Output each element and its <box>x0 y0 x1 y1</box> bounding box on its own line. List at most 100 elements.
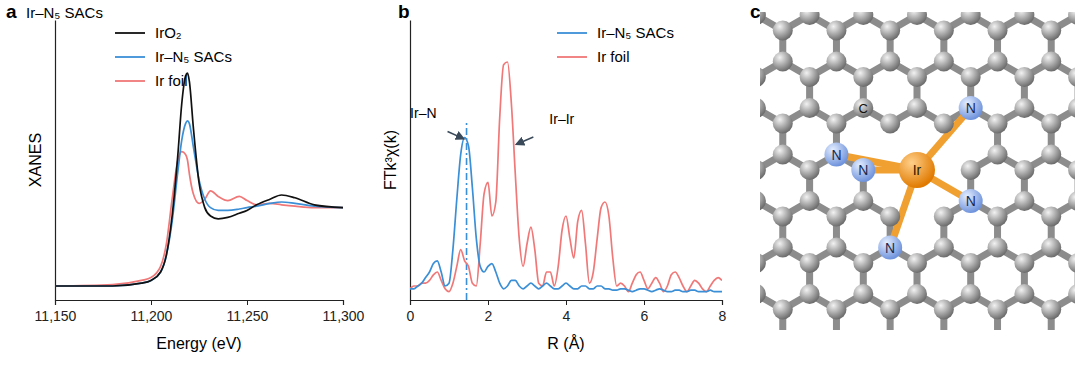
legend-swatch <box>115 32 145 34</box>
reference-line <box>466 120 468 300</box>
x-tick: 4 <box>563 300 571 324</box>
carbon-atom <box>773 238 793 258</box>
carbon-atom <box>773 300 793 320</box>
atom-label: Ir <box>913 162 922 178</box>
carbon-atom <box>1014 284 1034 304</box>
atom-label: C <box>859 101 868 116</box>
legend-entry: Ir foil <box>155 72 188 89</box>
annotation-text: Ir–Ir <box>549 111 574 127</box>
x-tick-label: 11,250 <box>227 308 269 324</box>
x-tick-label: 4 <box>563 308 571 324</box>
carbon-atom <box>853 98 873 118</box>
carbon-atom <box>880 114 900 134</box>
carbon-atom <box>880 21 900 41</box>
carbon-atom <box>880 52 900 72</box>
carbon-atom <box>934 21 954 41</box>
carbon-atom <box>934 238 954 258</box>
carbon-atom <box>800 191 820 211</box>
x-tick-mark <box>151 300 152 305</box>
x-axis-line <box>411 301 723 306</box>
legend-entry: Ir foil <box>597 48 630 65</box>
carbon-atom <box>934 300 954 320</box>
series-line <box>410 62 722 292</box>
panel-label: c <box>750 1 761 22</box>
x-tick-label: 11,300 <box>323 308 365 324</box>
plot-area <box>410 62 722 300</box>
carbon-atom <box>1041 207 1061 227</box>
nitrogen-atom <box>824 143 848 167</box>
x-tick: 11,300 <box>323 300 365 324</box>
atom-label: N <box>831 147 841 163</box>
carbon-atom <box>988 207 1008 227</box>
carbon-atom <box>907 284 927 304</box>
carbon-atom <box>1068 98 1075 118</box>
carbon-atom <box>826 238 846 258</box>
carbon-atom <box>988 238 1008 258</box>
nitrogen-atom <box>851 158 875 182</box>
x-tick: 6 <box>641 300 649 324</box>
carbon-atom <box>800 160 820 180</box>
x-tick: 11,250 <box>227 300 269 324</box>
atom-label: N <box>966 100 976 116</box>
x-axis: 02468 <box>407 300 727 324</box>
legend-swatch <box>557 32 587 34</box>
y-axis <box>55 21 56 301</box>
legend-entry: IrO₂ <box>155 24 182 41</box>
carbon-atom <box>988 145 1008 165</box>
carbon-atom <box>1041 300 1061 320</box>
carbon-atom <box>853 253 873 273</box>
nitrogen-atom <box>959 96 983 120</box>
carbon-atom <box>934 207 954 227</box>
x-tick-mark <box>247 300 248 305</box>
legend-swatch <box>557 56 587 58</box>
legend: Ir–N₅ SACsIr foil <box>557 24 674 65</box>
x-tick-mark <box>644 300 645 305</box>
chart-panel: b02468R (Å)FTk³χ(k)Ir–NIr–IrIr–N₅ SACsIr… <box>382 1 727 352</box>
x-tick: 8 <box>719 300 727 324</box>
carbon-atom <box>853 191 873 211</box>
carbon-atom <box>1068 284 1075 304</box>
structure <box>760 12 1075 330</box>
carbon-atom <box>1041 114 1061 134</box>
x-tick: 0 <box>407 300 415 324</box>
atom-label: N <box>885 240 895 256</box>
plot-area <box>55 73 343 286</box>
series-line <box>55 121 343 286</box>
carbon-atom <box>880 300 900 320</box>
carbon-atom <box>826 52 846 72</box>
y-axis <box>410 21 411 301</box>
carbon-atom <box>1068 253 1075 273</box>
panel-label: b <box>398 1 410 22</box>
carbon-atom <box>760 67 766 87</box>
carbon-atom <box>800 284 820 304</box>
series-line <box>55 152 343 286</box>
x-axis: 11,15011,20011,25011,300 <box>35 300 365 324</box>
carbon-atom <box>800 98 820 118</box>
x-tick-mark <box>566 300 567 305</box>
legend-swatch <box>115 80 145 82</box>
annotation-arrow <box>517 137 534 144</box>
carbon-atom <box>907 98 927 118</box>
carbon-atom <box>988 114 1008 134</box>
carbon-atom <box>760 12 766 25</box>
carbon-atom <box>907 67 927 87</box>
x-tick: 11,200 <box>131 300 173 324</box>
x-tick-mark <box>410 300 411 305</box>
y-axis-line <box>55 21 56 301</box>
carbon-atom <box>760 160 766 180</box>
chart-title: Ir–N₅ SACs <box>26 4 103 21</box>
carbon-atom <box>760 191 766 211</box>
carbon-atom <box>1041 52 1061 72</box>
carbon-atom <box>773 52 793 72</box>
carbon-atom <box>961 67 981 87</box>
carbon-atom <box>773 114 793 134</box>
carbon-atom <box>880 207 900 227</box>
carbon-atom <box>1014 67 1034 87</box>
atom-label: N <box>966 193 976 209</box>
carbon-atom <box>826 114 846 134</box>
carbon-atom <box>853 284 873 304</box>
carbon-atom <box>773 21 793 41</box>
carbon-atom <box>961 12 981 25</box>
y-axis-title: FTk³χ(k) <box>382 130 399 190</box>
x-axis-title: Energy (eV) <box>156 335 241 352</box>
